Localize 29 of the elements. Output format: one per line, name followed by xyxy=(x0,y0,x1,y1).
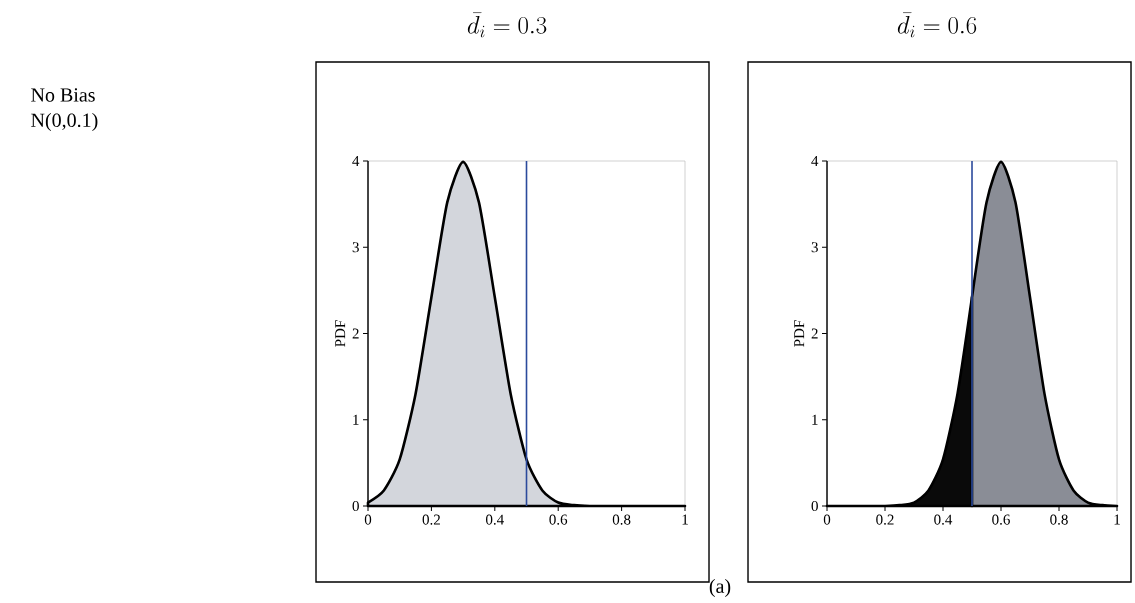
x-tick-label: 0.4 xyxy=(934,514,953,525)
x-tick-label: 0 xyxy=(364,514,372,525)
y-tick-label: 2 xyxy=(352,328,359,339)
y-axis-title: PDF xyxy=(794,320,805,347)
text: No Bias xyxy=(31,88,95,102)
text: (a) xyxy=(709,578,731,598)
y-tick-label: 4 xyxy=(352,156,360,166)
y-tick-label: 3 xyxy=(811,242,818,253)
x-tick-label: 0.8 xyxy=(1050,514,1068,525)
x-tick-label: 1 xyxy=(682,514,688,525)
text: N(0,0.1) xyxy=(31,112,98,132)
y-tick-label: 0 xyxy=(352,500,359,512)
chart-title: $\bar{d}_i = 0.6$ xyxy=(897,12,977,38)
y-tick-label: 3 xyxy=(352,242,359,253)
y-tick-label: 1 xyxy=(812,414,818,425)
x-tick-label: 0 xyxy=(823,514,831,525)
y-tick-label: 2 xyxy=(811,328,818,339)
x-tick-label: 1 xyxy=(1114,514,1120,525)
y-axis-title: PDF xyxy=(335,320,346,347)
x-tick-label: 0.2 xyxy=(876,514,894,525)
x-tick-label: 0.4 xyxy=(486,514,504,525)
y-tick-label: 1 xyxy=(353,414,359,425)
y-tick-label: 4 xyxy=(811,156,819,166)
y-tick-label: 0 xyxy=(811,500,818,512)
x-tick-label: 0.8 xyxy=(612,514,631,525)
x-tick-label: 0.2 xyxy=(422,514,440,525)
chart-title: $\bar{d}_i = 0.3$ xyxy=(467,12,547,38)
x-tick-label: 0.6 xyxy=(992,514,1010,525)
x-tick-label: 0.6 xyxy=(549,514,568,525)
